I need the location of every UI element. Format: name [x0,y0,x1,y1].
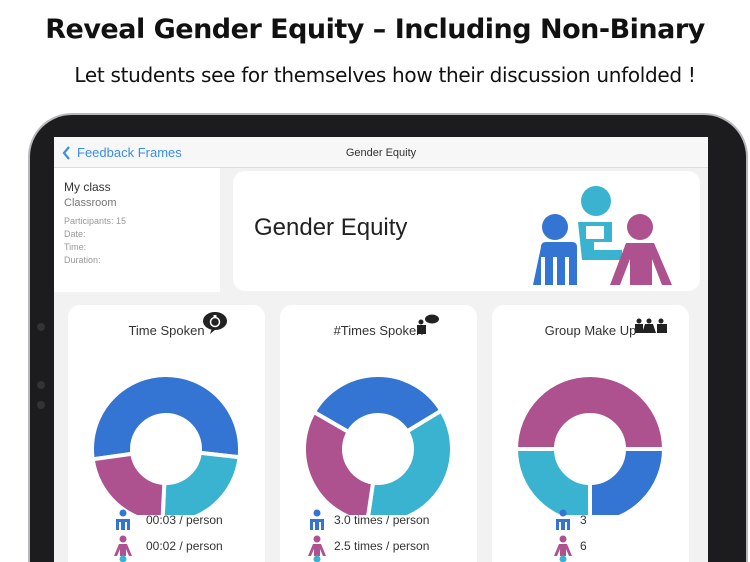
female-person-icon [308,535,326,556]
back-button[interactable]: Feedback Frames [62,145,182,160]
donut-slice-female [90,451,167,515]
male-person-icon [310,509,324,530]
legend-text: 2.5 times / person [334,539,430,553]
donut-slice-nonbinary [160,450,242,515]
person-speaking-icon [417,314,439,334]
legend-item: 00:02 / person [114,535,223,557]
legend-item: 6 [554,535,587,557]
male-person-icon [116,509,130,530]
nav-title: Gender Equity [345,147,417,159]
legend-text: 6 [580,539,587,553]
back-label: Feedback Frames [77,145,182,160]
chart-title: Group Make Up [544,323,637,338]
legend-item: 00:03 / person [114,509,223,531]
subheadline: Let students see for themselves how thei… [74,63,696,87]
app-screen: Feedback Frames Gender Equity My class C… [54,137,708,562]
donut-slice-nonbinary [513,447,592,515]
stopwatch-speech-icon [203,312,227,334]
group-make-up-card: Group Make Up 3 6 [492,305,689,562]
duration: Duration: [64,255,101,265]
legend-text: 3 [580,513,587,527]
navigation-bar: Feedback Frames Gender Equity [54,137,708,168]
date: Date: [64,229,86,239]
headline: Reveal Gender Equity – Including Non-Bin… [45,14,705,45]
times-spoken-card: #Times Spoken 3.0 times / person 2.5 time… [280,305,477,562]
donut-slice-male [588,447,667,515]
group-make-up-donut [513,373,667,515]
legend-item-nonbinary [308,555,326,562]
nonbinary-person-icon [119,555,127,562]
donut-slice-male [90,373,242,462]
class-name: My class [64,180,111,194]
donut-slice-male [311,373,445,435]
side-sensor [37,401,45,409]
legend-item: 3.0 times / person [308,509,429,531]
frame-header-card: Gender Equity [233,171,700,291]
frame-title: Gender Equity [254,214,408,241]
chart-title: Time Spoken [128,323,205,338]
female-person-icon [114,535,132,556]
male-person-icon [556,509,570,530]
location: Classroom [64,197,117,209]
legend-text: 00:02 / person [146,539,223,553]
legend-text: 3.0 times / person [334,513,430,527]
chart-title: #Times Spoken [333,323,424,338]
legend-item: 2.5 times / person [308,535,429,557]
gender-group-icon [533,186,672,285]
chevron-left-icon [62,145,70,160]
nonbinary-person-icon [313,555,321,562]
female-person-icon [554,535,572,556]
donut-slice-nonbinary [366,407,454,515]
legend-item-nonbinary [114,555,132,562]
session-info-panel: My class Classroom Participants: 15 Date… [54,168,220,292]
donut-slice-female [513,373,667,451]
side-sensor [37,323,45,331]
time: Time: [64,242,87,252]
time-spoken-donut [90,373,242,515]
legend-item: 3 [554,509,587,531]
times-spoken-donut [302,373,454,515]
group-icon [635,318,667,333]
participants: Participants: 15 [64,216,127,226]
side-sensor [37,381,45,389]
legend-item-nonbinary [554,555,572,562]
nonbinary-person-icon [559,555,567,562]
time-spoken-card: Time Spoken 00:03 / person 00:02 / person [68,305,265,562]
legend-text: 00:03 / person [146,513,223,527]
donut-slice-female [302,409,376,515]
